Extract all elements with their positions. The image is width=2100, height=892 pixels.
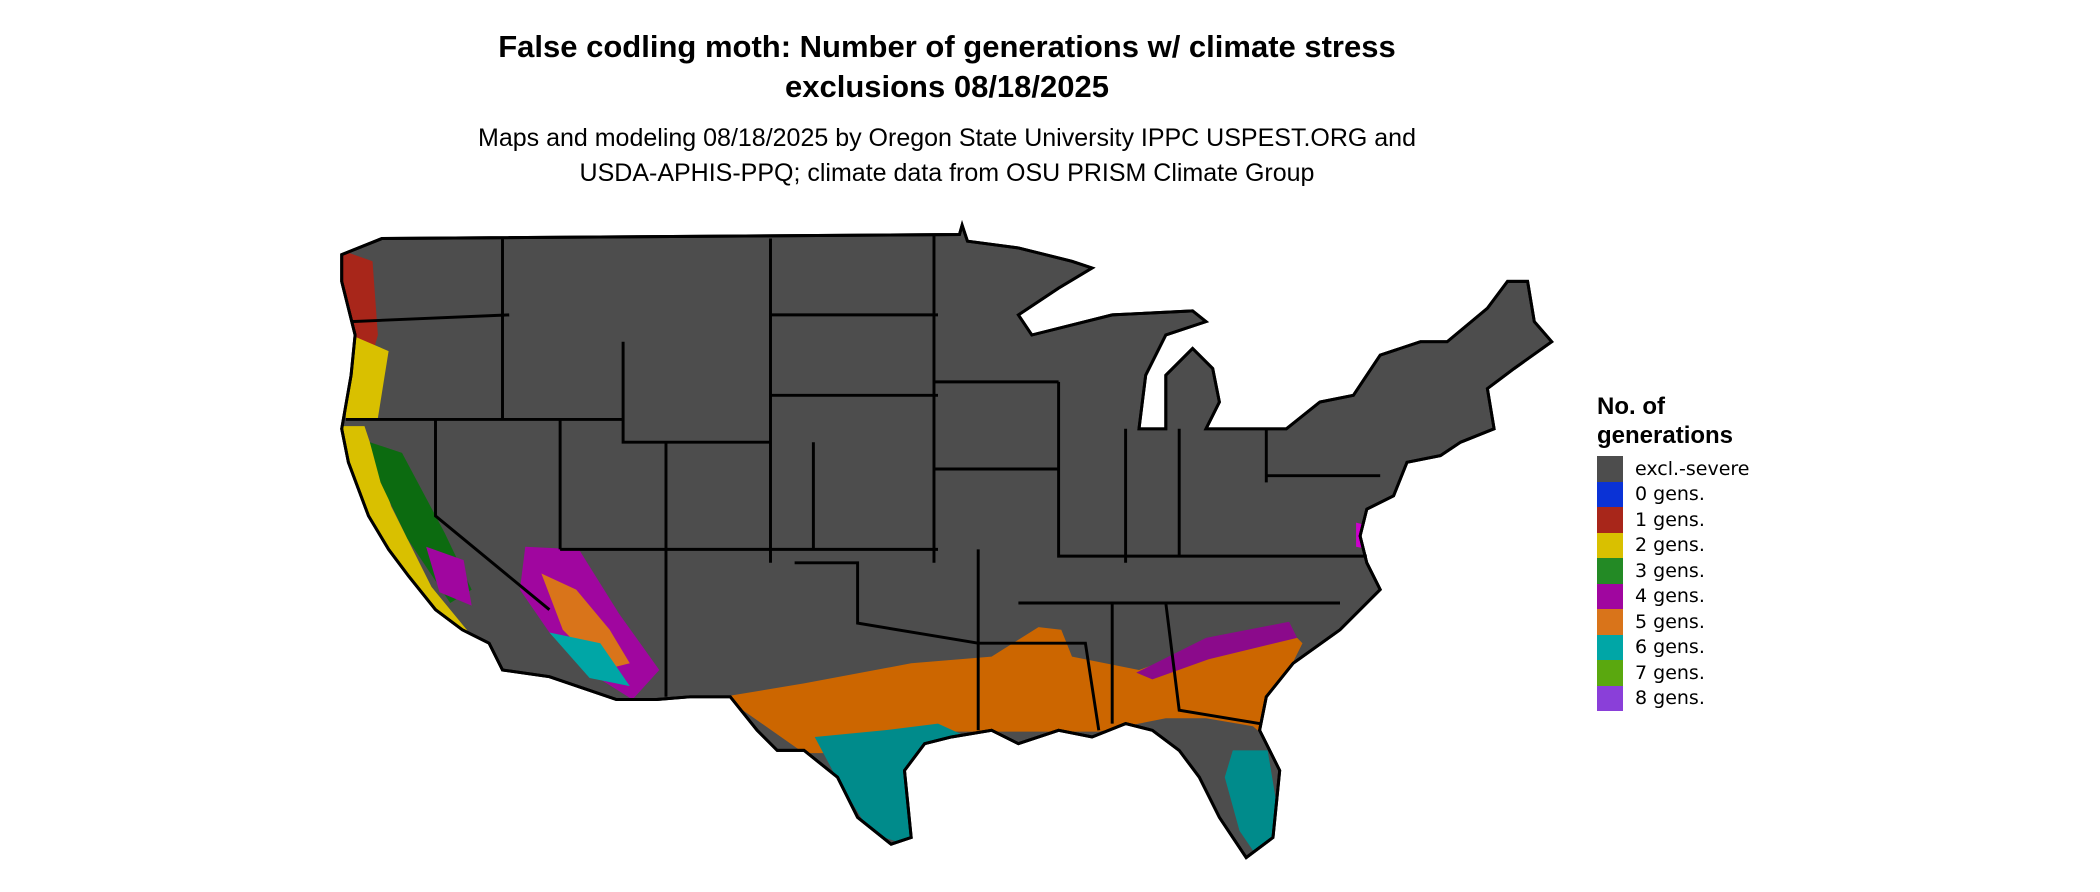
region-6-gen-sw — [549, 632, 630, 687]
map-subtitle-line1: Maps and modeling 08/18/2025 by Oregon S… — [478, 124, 1416, 152]
legend-label: 7 gens. — [1635, 661, 1705, 684]
legend-item: 6 gens. — [1597, 634, 1750, 660]
legend-swatch — [1597, 558, 1623, 584]
legend-title: No. of generations — [1597, 392, 1750, 450]
map-title-line1: False codling moth: Number of generation… — [498, 29, 1396, 64]
legend: No. of generations excl.-severe 0 gens. 1 … — [1597, 392, 1750, 711]
region-4-gen-ca — [426, 546, 472, 606]
legend-item: 7 gens. — [1597, 660, 1750, 686]
legend-label: 8 gens. — [1635, 687, 1705, 710]
state-borders — [340, 220, 1554, 860]
legend-swatch — [1597, 532, 1623, 558]
region-6-gen-tx — [814, 723, 968, 847]
legend-label: 5 gens. — [1635, 610, 1705, 633]
region-5-gen-sw — [541, 573, 630, 670]
legend-swatch — [1597, 583, 1623, 609]
legend-swatch — [1597, 507, 1623, 533]
legend-swatch — [1597, 685, 1623, 711]
map-title-line2: exclusions 08/18/2025 — [784, 69, 1109, 104]
legend-item: 3 gens. — [1597, 558, 1750, 584]
region-2-gen-ca — [341, 426, 469, 636]
legend-swatch — [1597, 456, 1623, 482]
legend-item: excl.-severe — [1597, 456, 1750, 482]
legend-label: 4 gens. — [1635, 585, 1705, 608]
legend-label: 6 gens. — [1635, 636, 1705, 659]
region-5-gen-south — [723, 627, 1303, 758]
legend-label: 2 gens. — [1635, 534, 1705, 557]
legend-label: 0 gens. — [1635, 483, 1705, 506]
legend-swatch — [1597, 634, 1623, 660]
legend-swatch — [1597, 660, 1623, 686]
legend-label: 1 gens. — [1635, 508, 1705, 531]
legend-title-line2: generations — [1597, 422, 1734, 449]
region-6-gen-fl — [1224, 750, 1282, 858]
region-2-gen — [345, 335, 389, 419]
legend-item: 1 gens. — [1597, 507, 1750, 533]
legend-label: 3 gens. — [1635, 559, 1705, 582]
legend-swatch — [1597, 481, 1623, 507]
legend-item: 4 gens. — [1597, 583, 1750, 609]
legend-title-line1: No. of — [1597, 393, 1665, 420]
map-subtitle-line2: USDA-APHIS-PPQ; climate data from OSU PR… — [579, 159, 1315, 187]
legend-label: excl.-severe — [1635, 457, 1750, 480]
legend-item: 5 gens. — [1597, 609, 1750, 635]
legend-item: 8 gens. — [1597, 685, 1750, 711]
region-4-gen-south — [1136, 621, 1298, 680]
legend-item: 0 gens. — [1597, 481, 1750, 507]
excluded-region — [341, 225, 1552, 858]
legend-item: 2 gens. — [1597, 532, 1750, 558]
legend-swatch — [1597, 609, 1623, 635]
